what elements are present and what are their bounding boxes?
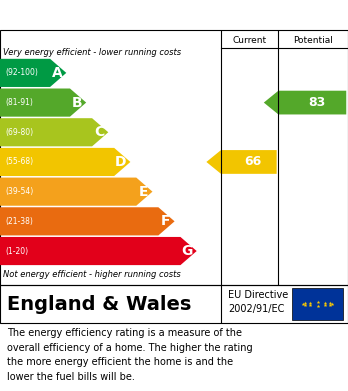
- Text: C: C: [94, 125, 104, 139]
- Text: (69-80): (69-80): [5, 128, 33, 137]
- Text: A: A: [52, 66, 62, 80]
- Polygon shape: [0, 148, 130, 176]
- Text: (92-100): (92-100): [5, 68, 38, 77]
- Polygon shape: [0, 118, 108, 146]
- Text: Current: Current: [232, 36, 267, 45]
- Text: (21-38): (21-38): [5, 217, 33, 226]
- Text: Potential: Potential: [293, 36, 333, 45]
- Text: F: F: [161, 214, 171, 228]
- Polygon shape: [0, 207, 175, 235]
- Text: Energy Efficiency Rating: Energy Efficiency Rating: [7, 7, 217, 23]
- Text: D: D: [115, 155, 126, 169]
- Text: B: B: [71, 95, 82, 109]
- Text: England & Wales: England & Wales: [7, 294, 191, 314]
- Polygon shape: [0, 88, 86, 117]
- Polygon shape: [0, 178, 152, 206]
- Polygon shape: [0, 237, 197, 265]
- Text: (81-91): (81-91): [5, 98, 33, 107]
- Text: The energy efficiency rating is a measure of the
overall efficiency of a home. T: The energy efficiency rating is a measur…: [7, 328, 253, 382]
- Text: Very energy efficient - lower running costs: Very energy efficient - lower running co…: [3, 48, 182, 57]
- Text: (55-68): (55-68): [5, 158, 33, 167]
- Polygon shape: [264, 91, 346, 115]
- Text: EU Directive
2002/91/EC: EU Directive 2002/91/EC: [228, 291, 288, 314]
- Polygon shape: [206, 150, 277, 174]
- Text: G: G: [181, 244, 193, 258]
- Bar: [292, 288, 343, 320]
- Text: E: E: [139, 185, 149, 199]
- Text: (1-20): (1-20): [5, 247, 28, 256]
- Polygon shape: [0, 59, 66, 87]
- Text: 83: 83: [308, 96, 325, 109]
- Text: Not energy efficient - higher running costs: Not energy efficient - higher running co…: [3, 270, 181, 279]
- Text: (39-54): (39-54): [5, 187, 33, 196]
- Text: 66: 66: [245, 156, 262, 169]
